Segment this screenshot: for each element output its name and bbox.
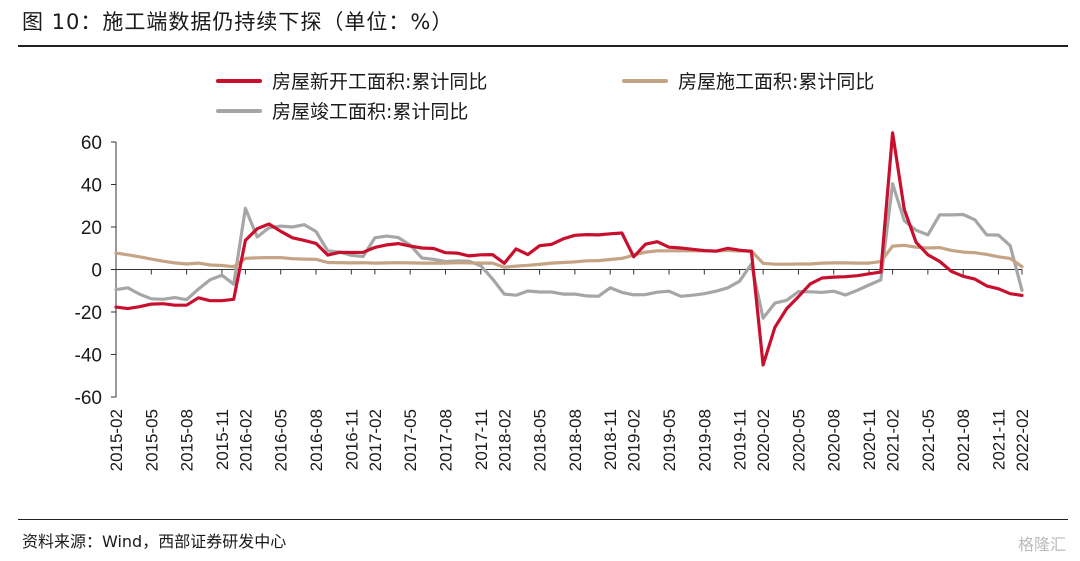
- x-tick-label: 2015-08: [178, 409, 197, 471]
- x-tick-label: 2019-11: [731, 409, 750, 470]
- series-line-1: [114, 243, 1024, 269]
- x-tick-label: 2018-08: [566, 409, 585, 471]
- series-line-2: [114, 182, 1024, 320]
- y-tick-label: 20: [81, 218, 102, 239]
- y-tick-label: 40: [81, 176, 102, 197]
- y-tick-label: -60: [75, 388, 102, 409]
- x-tick-label: 2021-05: [919, 409, 938, 471]
- legend-label: 房屋竣工面积:累计同比: [272, 101, 468, 123]
- legend-label: 房屋施工面积:累计同比: [678, 71, 874, 93]
- x-tick-label: 2017-05: [401, 409, 420, 471]
- x-tick-label: 2021-11: [989, 409, 1008, 470]
- x-tick-label: 2017-11: [472, 409, 491, 470]
- x-tick-label: 2017-02: [366, 409, 385, 471]
- legend-label: 房屋新开工面积:累计同比: [272, 71, 487, 93]
- figure-title: 图 10：施工端数据仍持续下探（单位：%）: [22, 10, 454, 34]
- x-tick-label: 2015-05: [142, 409, 161, 471]
- x-tick-label: 2019-05: [660, 409, 679, 471]
- y-tick-label: 0: [91, 261, 102, 282]
- x-tick-label: 2015-11: [213, 409, 232, 470]
- x-tick-label: 2020-11: [860, 409, 879, 470]
- x-tick-label: 2022-02: [1013, 409, 1032, 471]
- x-tick-label: 2021-08: [954, 409, 973, 471]
- x-tick-label: 2016-05: [272, 409, 291, 471]
- y-tick-label: -40: [75, 346, 102, 367]
- top-rule: [18, 45, 1068, 47]
- x-tick-label: 2020-08: [825, 409, 844, 471]
- x-tick-label: 2020-02: [754, 409, 773, 471]
- x-tick-label: 2015-02: [107, 409, 126, 471]
- y-tick-label: 60: [81, 133, 102, 154]
- x-tick-label: 2018-11: [601, 409, 620, 470]
- x-tick-label: 2016-08: [307, 409, 326, 471]
- watermark-logo: 格隆汇: [1017, 535, 1066, 554]
- x-tick-label: 2016-11: [342, 409, 361, 470]
- x-tick-label: 2019-02: [625, 409, 644, 471]
- x-tick-label: 2018-05: [531, 409, 550, 471]
- x-tick-label: 2017-08: [436, 409, 455, 471]
- series-lines: [114, 131, 1024, 367]
- y-tick-label: -20: [75, 303, 102, 324]
- x-tick-label: 2018-02: [495, 409, 514, 471]
- bottom-rule: [18, 519, 1068, 520]
- x-tick-label: 2019-08: [695, 409, 714, 471]
- x-tick-label: 2021-02: [884, 409, 903, 471]
- x-tick-label: 2020-05: [789, 409, 808, 471]
- source-note: 资料来源：Wind，西部证券研发中心: [22, 532, 287, 551]
- x-tick-label: 2016-02: [236, 409, 255, 471]
- series-line-0: [114, 131, 1024, 367]
- axes: 60 40 20 0 -20 -40 -60 2015-02 2015-05 2015-08 201…: [75, 133, 1032, 471]
